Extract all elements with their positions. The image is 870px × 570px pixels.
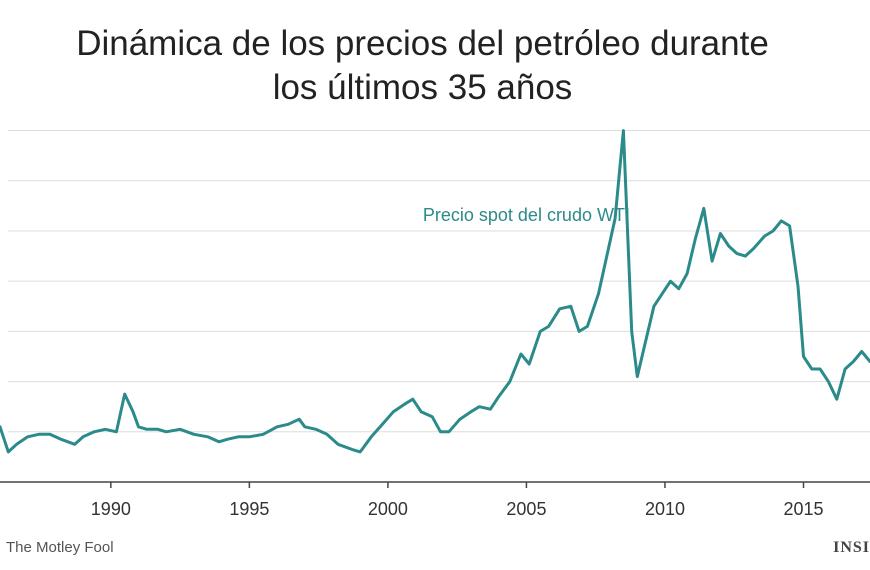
chart-title-line1: Dinámica de los precios del petróleo dur… [76,24,769,63]
series-lines [0,129,870,454]
source-credit: The Motley Fool [6,539,114,556]
chart-title-line2: los últimos 35 años [272,68,573,107]
publisher-logo: INSI [833,539,870,556]
x-tick-label-2005: 2005 [506,499,546,519]
x-tick-label-1990: 1990 [91,499,131,519]
x-axis-ticks: 1990 1995 2000 2005 2010 2015 [91,482,824,519]
series-line-0 [0,129,870,454]
annotations: Precio spot del crudo WTI [423,205,630,225]
x-tick-label-2010: 2010 [645,499,685,519]
x-tick-label-2000: 2000 [368,499,408,519]
gridlines [0,130,870,483]
x-tick-label-1995: 1995 [229,499,269,519]
x-tick-label-2015: 2015 [783,499,823,519]
series-annotation-0: Precio spot del crudo WTI [423,205,630,225]
chart-title: Dinámica de los precios del petróleo dur… [0,22,845,110]
